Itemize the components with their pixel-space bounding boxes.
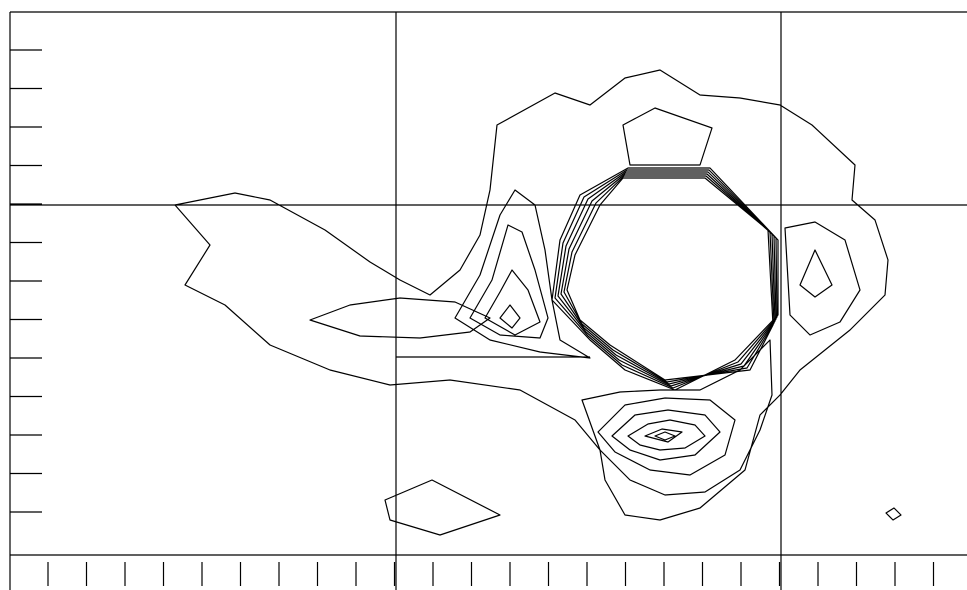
contour bbox=[622, 107, 713, 166]
contour bbox=[384, 479, 501, 536]
contour bbox=[174, 69, 889, 521]
contour bbox=[469, 224, 549, 339]
contour bbox=[499, 304, 521, 329]
contour bbox=[581, 339, 773, 496]
contour bbox=[566, 177, 774, 381]
ring bbox=[551, 167, 779, 391]
contour bbox=[885, 507, 902, 521]
contour bbox=[611, 409, 721, 461]
contour bbox=[654, 431, 676, 441]
contour bbox=[309, 297, 491, 339]
contour bbox=[784, 221, 861, 336]
frame bbox=[9, 11, 967, 590]
contour bbox=[799, 249, 833, 298]
ticks bbox=[10, 49, 935, 586]
contour bbox=[554, 169, 778, 389]
contour bbox=[454, 189, 591, 359]
contour bbox=[597, 397, 736, 476]
contour bbox=[484, 269, 541, 336]
contour bbox=[644, 428, 683, 443]
contour bbox=[627, 419, 706, 451]
contours bbox=[174, 69, 902, 536]
